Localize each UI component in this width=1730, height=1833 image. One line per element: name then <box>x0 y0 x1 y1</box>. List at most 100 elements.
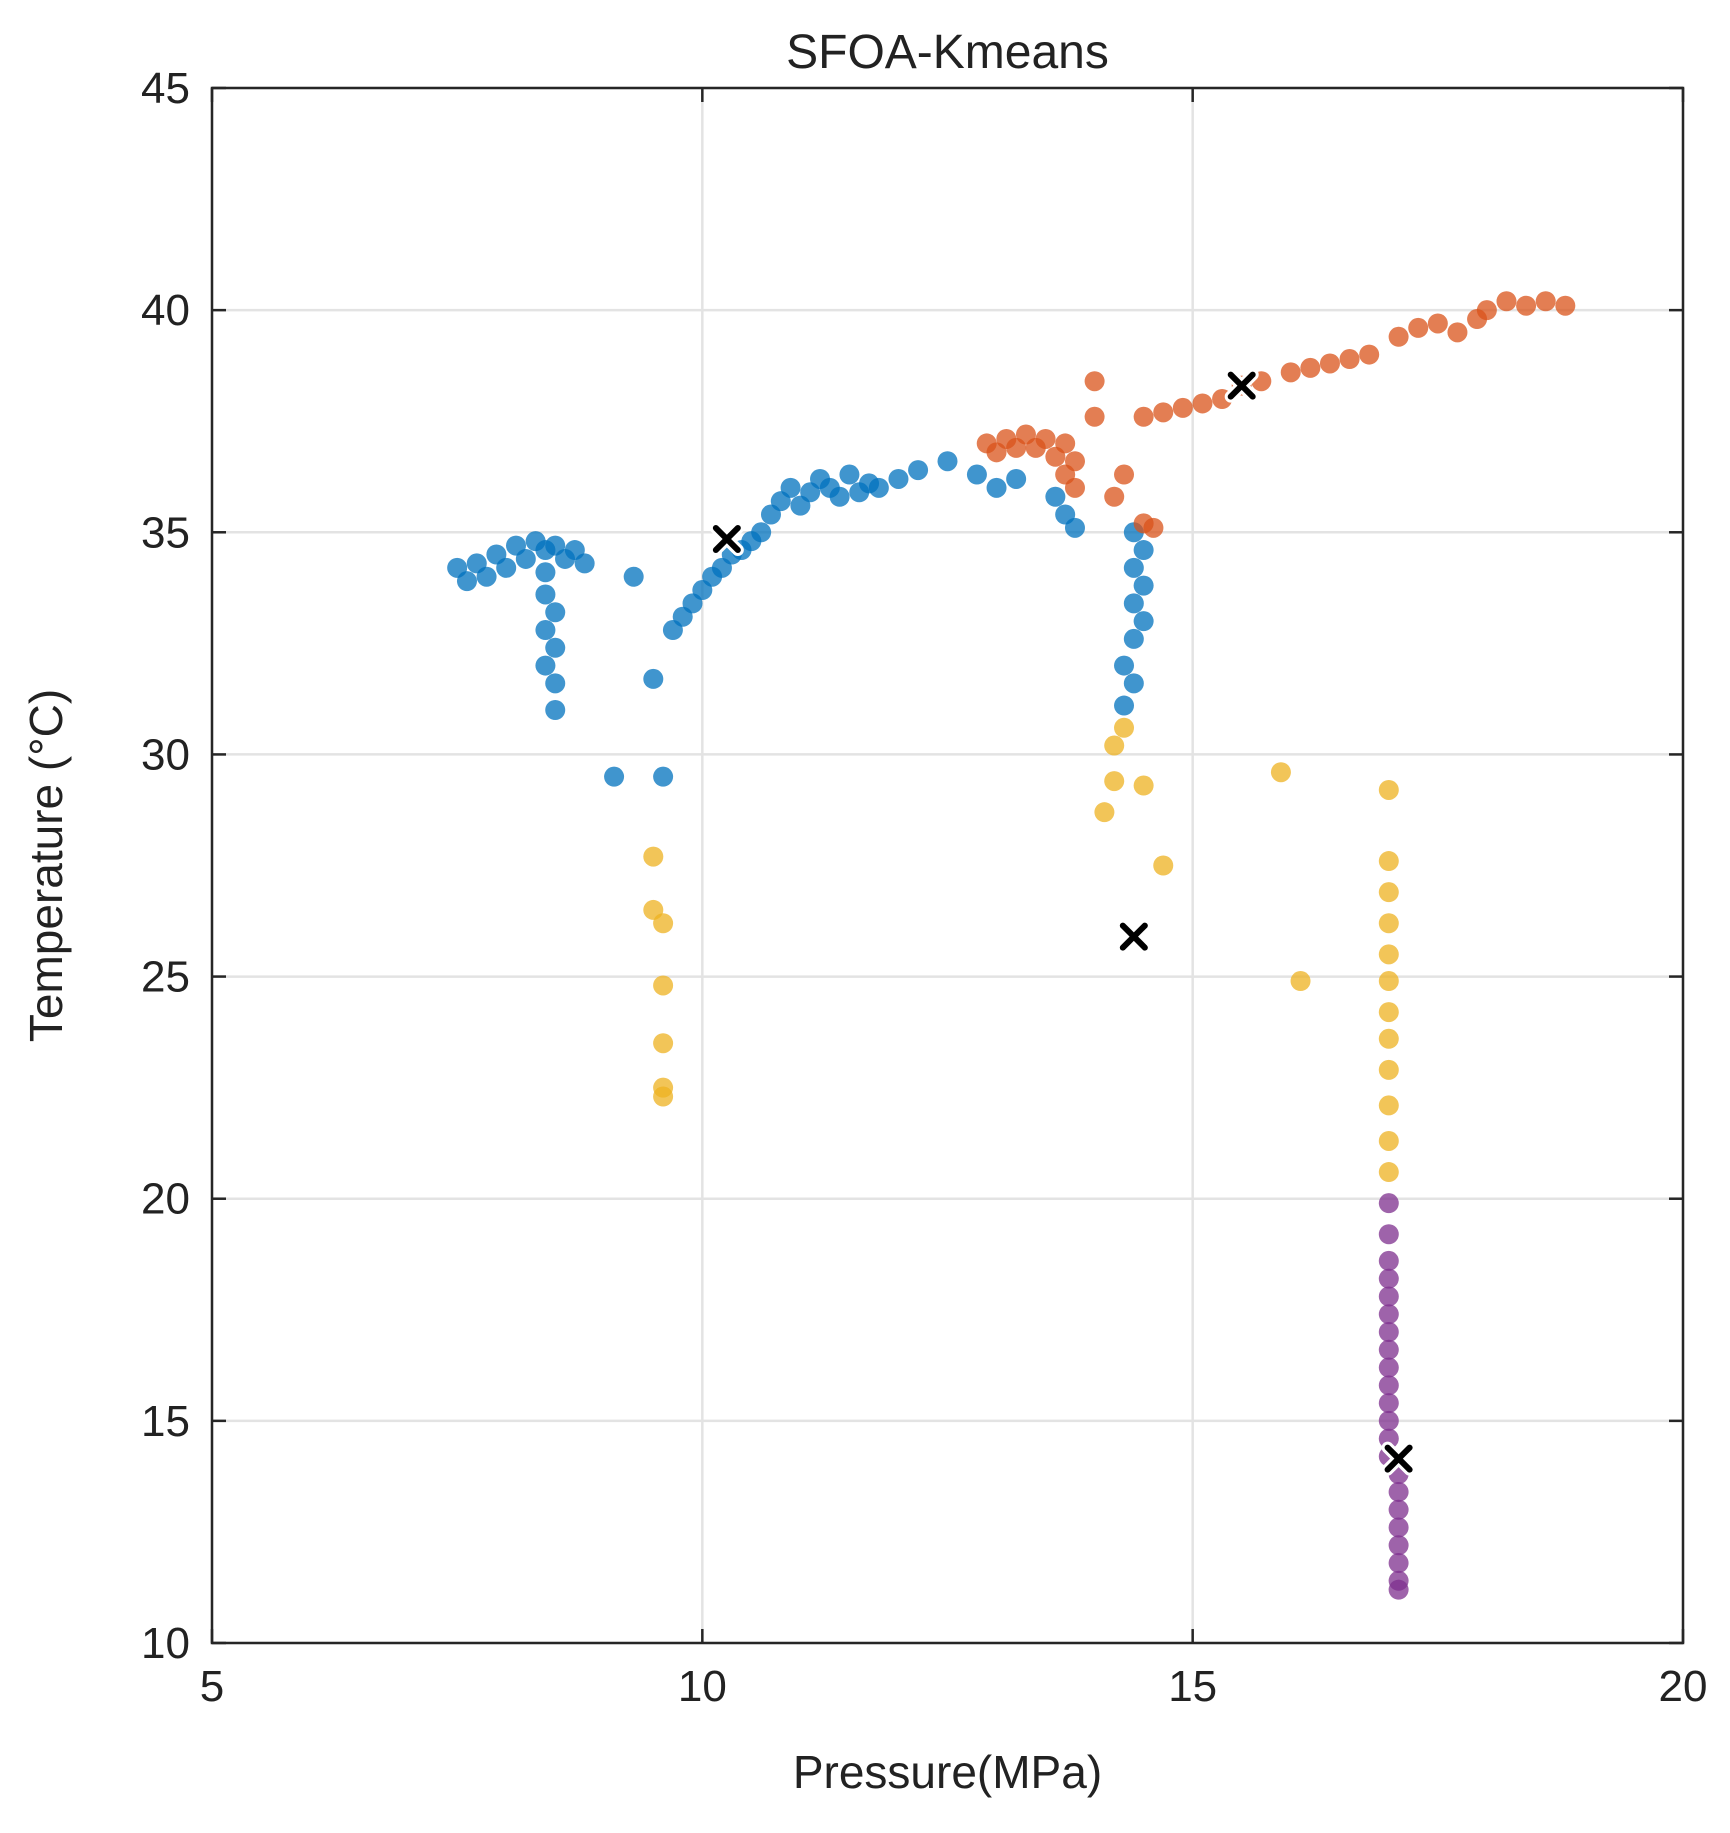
data-point <box>1123 673 1144 694</box>
data-point <box>1133 406 1154 427</box>
data-point <box>1270 762 1291 783</box>
data-point <box>888 468 909 489</box>
data-point <box>1388 1499 1409 1520</box>
x-tick-label: 15 <box>1168 1662 1217 1711</box>
data-point <box>1378 1059 1399 1080</box>
series-4 <box>1378 1193 1409 1600</box>
y-tick-label: 20 <box>141 1175 190 1224</box>
data-point <box>1378 1224 1399 1245</box>
centroid-marker <box>1381 1441 1416 1476</box>
data-point <box>1378 944 1399 965</box>
series-1 <box>447 451 1154 787</box>
data-point <box>1496 291 1517 312</box>
data-point <box>780 477 801 498</box>
data-point <box>1045 486 1066 507</box>
data-point <box>1133 611 1154 632</box>
data-point <box>545 700 566 720</box>
data-point <box>1055 433 1076 454</box>
y-tick-label: 45 <box>141 64 190 113</box>
data-point <box>1192 393 1213 414</box>
data-point <box>1388 1553 1409 1574</box>
data-point <box>1388 326 1409 347</box>
data-point <box>1064 517 1085 538</box>
data-point <box>1388 1517 1409 1538</box>
data-point <box>1378 882 1399 903</box>
data-point <box>456 571 477 592</box>
data-point <box>496 557 517 578</box>
x-tick-label: 5 <box>200 1662 224 1711</box>
data-point <box>535 584 556 605</box>
data-point <box>1378 1357 1399 1378</box>
y-tick-label: 35 <box>141 508 190 557</box>
data-point <box>1123 628 1144 649</box>
data-point <box>1378 1250 1399 1271</box>
data-point <box>1339 349 1360 370</box>
data-point <box>1535 291 1556 312</box>
centroid-marker <box>709 521 744 556</box>
data-point <box>535 620 556 641</box>
data-point <box>1114 655 1135 676</box>
data-point <box>1153 402 1174 423</box>
data-point <box>1378 1130 1399 1151</box>
data-point <box>1104 771 1125 792</box>
chart-title: SFOA-Kmeans <box>786 26 1109 79</box>
data-point <box>1319 353 1340 374</box>
data-point <box>653 766 674 787</box>
data-point <box>1378 851 1399 872</box>
data-point <box>908 460 929 481</box>
data-point <box>545 602 566 623</box>
centroid-marker <box>1116 919 1151 954</box>
data-point <box>653 1086 674 1107</box>
centroid-marker <box>1224 368 1259 403</box>
data-point <box>1378 1393 1399 1414</box>
data-point <box>1378 1339 1399 1360</box>
data-point <box>545 637 566 658</box>
data-point <box>966 464 987 485</box>
data-point <box>1104 486 1125 507</box>
data-point <box>1123 557 1144 578</box>
data-point <box>1153 855 1174 876</box>
grid-lines <box>210 86 1685 1645</box>
y-tick-label: 40 <box>141 286 190 335</box>
data-point <box>839 464 860 485</box>
data-point <box>1378 1304 1399 1325</box>
data-point <box>1123 593 1144 614</box>
x-tick-label: 10 <box>678 1662 727 1711</box>
data-point <box>751 522 772 543</box>
data-point <box>1378 1268 1399 1289</box>
data-point <box>1114 464 1135 485</box>
data-point <box>574 553 595 574</box>
data-point <box>1084 371 1105 392</box>
data-point <box>1447 322 1468 343</box>
data-point <box>1378 1028 1399 1049</box>
data-point <box>1516 295 1537 316</box>
y-tick-label: 10 <box>141 1619 190 1668</box>
data-points <box>447 291 1576 1600</box>
y-axis-title: Temperature (°C) <box>20 689 72 1042</box>
data-point <box>1378 1193 1399 1214</box>
data-point <box>829 486 850 507</box>
data-point <box>1378 1322 1399 1342</box>
data-point <box>643 668 664 689</box>
centroid-markers <box>709 368 1416 1476</box>
data-point <box>604 766 625 787</box>
data-point <box>643 846 664 867</box>
data-point <box>1300 357 1321 378</box>
data-point <box>1378 913 1399 934</box>
data-point <box>1133 575 1154 596</box>
data-point <box>1359 344 1380 365</box>
data-point <box>1378 1286 1399 1307</box>
data-point <box>937 451 958 472</box>
data-point <box>986 477 1007 498</box>
data-point <box>1427 313 1448 334</box>
data-point <box>623 566 644 587</box>
data-point <box>1280 362 1301 383</box>
y-tick-label: 15 <box>141 1397 190 1446</box>
data-point <box>476 566 497 587</box>
data-point <box>1094 802 1115 823</box>
data-point <box>1378 1410 1399 1431</box>
data-point <box>1388 1481 1409 1502</box>
data-point <box>1114 717 1135 738</box>
